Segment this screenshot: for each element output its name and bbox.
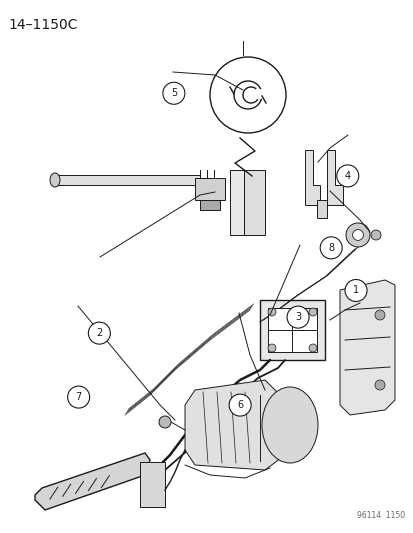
Circle shape xyxy=(336,165,358,187)
Circle shape xyxy=(267,308,275,316)
Bar xyxy=(259,300,324,360)
Text: 96114  1150: 96114 1150 xyxy=(356,511,404,520)
Polygon shape xyxy=(185,380,284,470)
Text: 5: 5 xyxy=(170,88,177,98)
Circle shape xyxy=(319,237,342,259)
Circle shape xyxy=(345,223,369,247)
Circle shape xyxy=(162,82,185,104)
Bar xyxy=(195,178,224,200)
Circle shape xyxy=(308,308,316,316)
Bar xyxy=(140,462,165,507)
Polygon shape xyxy=(339,280,394,415)
Polygon shape xyxy=(199,200,219,210)
Circle shape xyxy=(286,306,309,328)
Circle shape xyxy=(374,380,384,390)
Bar xyxy=(230,170,243,235)
Bar xyxy=(316,200,326,218)
Bar xyxy=(243,170,264,235)
Polygon shape xyxy=(35,453,150,510)
Circle shape xyxy=(159,416,171,428)
Polygon shape xyxy=(304,150,319,205)
Bar xyxy=(259,395,294,461)
Circle shape xyxy=(352,230,363,240)
Text: 4: 4 xyxy=(344,171,350,181)
Bar xyxy=(267,308,316,352)
Circle shape xyxy=(344,279,366,302)
Polygon shape xyxy=(326,150,342,205)
Text: 8: 8 xyxy=(328,243,333,253)
Text: 3: 3 xyxy=(294,312,300,322)
Circle shape xyxy=(370,230,380,240)
Text: 2: 2 xyxy=(96,328,102,338)
Text: 7: 7 xyxy=(75,392,82,402)
Circle shape xyxy=(308,344,316,352)
Circle shape xyxy=(228,394,251,416)
Ellipse shape xyxy=(261,387,317,463)
Text: 1: 1 xyxy=(352,286,358,295)
Circle shape xyxy=(209,57,285,133)
Circle shape xyxy=(267,344,275,352)
Circle shape xyxy=(88,322,110,344)
Ellipse shape xyxy=(50,173,60,187)
Circle shape xyxy=(374,310,384,320)
Bar xyxy=(55,175,199,185)
Text: 14–1150C: 14–1150C xyxy=(8,18,77,32)
Circle shape xyxy=(67,386,90,408)
Text: 6: 6 xyxy=(237,400,242,410)
